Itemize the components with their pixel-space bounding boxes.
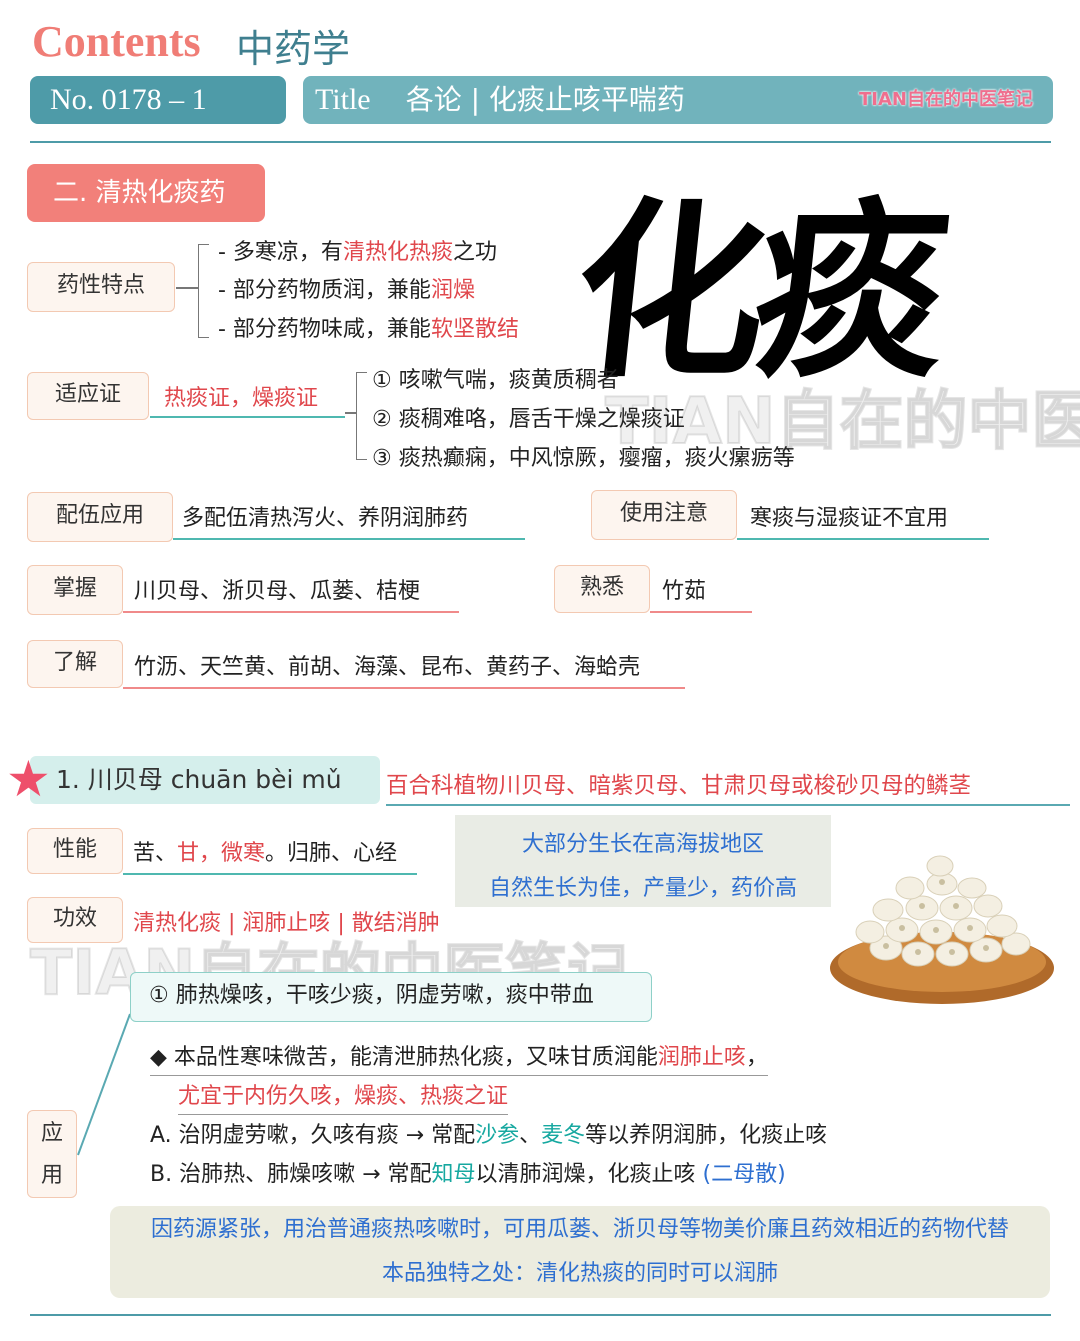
familiar-label: 熟悉 <box>554 565 650 613</box>
apply-bullet-line-2: 尤宜于内伤久咳，燥痰、热痰之证 <box>178 1078 509 1115</box>
nature-label: 性能 <box>27 828 123 874</box>
header-divider <box>30 141 1051 143</box>
effect-label: 功效 <box>27 897 123 943</box>
indication-item-1: ① 咳嗽气喘，痰黄质稠者 <box>372 368 619 393</box>
bracket <box>198 244 209 338</box>
title-text: 各论 | 化痰止咳平喘药 <box>405 83 685 116</box>
property-line-3: - 部分药物味咸，兼能软坚散结 <box>218 317 519 342</box>
understand-label: 了解 <box>27 640 123 688</box>
brand-logo: TIAN自在的中医笔记 <box>859 89 1033 110</box>
apply-bullet-line-1: ◆ 本品性寒味微苦，能清泄肺热化痰，又味甘质润能润肺止咳， <box>150 1039 768 1076</box>
property-line-1: - 多寒凉，有清热化热痰之功 <box>218 240 497 265</box>
properties-label: 药性特点 <box>27 262 175 312</box>
title-bar: Title 各论 | 化痰止咳平喘药 TIAN自在的中医笔记 <box>303 76 1053 124</box>
nature-value: 苦、甘，微寒。归肺、心经 <box>123 835 417 875</box>
caution-label: 使用注意 <box>591 490 737 540</box>
note-box: 因药源紧张，用治普通痰热咳嗽时，可用瓜蒌、浙贝母等物美价廉且药效相近的药物代替 … <box>110 1206 1050 1298</box>
habitat-note: 大部分生长在高海拔地区 自然生长为佳，产量少，药价高 <box>455 815 831 907</box>
footer-divider <box>30 1314 1051 1316</box>
apply-line-b: B. 治肺热、肺燥咳嗽 → 常配知母以清肺润燥，化痰止咳 (二母散) <box>150 1162 786 1187</box>
section-heading: 二. 清热化痰药 <box>27 164 265 222</box>
effect-value: 清热化痰 | 润肺止咳 | 散结消肿 <box>133 911 440 936</box>
title-word: Title <box>315 83 371 116</box>
apply-heading: ① 肺热燥咳，干咳少痰，阴虚劳嗽，痰中带血 <box>130 972 652 1022</box>
subject-title: 中药学 <box>236 27 351 71</box>
familiar-value: 竹茹 <box>650 573 752 613</box>
indications-label: 适应证 <box>27 372 149 420</box>
indication-item-3: ③ 痰热癫痫，中风惊厥，瘿瘤，痰火瘰疬等 <box>372 446 795 471</box>
habitat-line-2: 自然生长为佳，产量少，药价高 <box>488 876 797 901</box>
contents-label: Contents <box>32 17 201 66</box>
apply-connector <box>77 1013 131 1156</box>
bulb-plate-illustration <box>830 855 1054 1004</box>
watermark: TIAN自在的中医笔记 <box>604 384 1080 460</box>
bracket <box>356 372 367 460</box>
master-value: 川贝母、浙贝母、瓜蒌、桔梗 <box>123 573 459 613</box>
connector <box>176 287 198 289</box>
herb-source: 百合科植物川贝母、暗紫贝母、甘肃贝母或梭砂贝母的鳞茎 <box>386 768 1070 806</box>
connector <box>345 412 357 414</box>
indications-value: 热痰证，燥痰证 <box>150 380 345 418</box>
note-line-2: 本品独特之处：清化热痰的同时可以润肺 <box>381 1261 778 1286</box>
master-label: 掌握 <box>27 565 123 615</box>
note-number: No. 0178 – 1 <box>30 76 286 124</box>
habitat-line-1: 大部分生长在高海拔地区 <box>521 832 764 857</box>
compat-label: 配伍应用 <box>27 492 173 542</box>
herb-title: 1. 川贝母 chuān bèi mǔ <box>30 756 380 804</box>
understand-value: 竹沥、天竺黄、前胡、海藻、昆布、黄药子、海蛤壳 <box>123 649 685 689</box>
apply-label-1: 应 <box>40 1121 63 1146</box>
note-line-1: 因药源紧张，用治普通痰热咳嗽时，可用瓜蒌、浙贝母等物美价廉且药效相近的药物代替 <box>150 1217 1009 1242</box>
indication-item-2: ② 痰稠难咯，唇舌干燥之燥痰证 <box>372 407 685 432</box>
apply-label: 应 用 <box>27 1110 77 1198</box>
compat-value: 多配伍清热泻火、养阴润肺药 <box>173 500 525 540</box>
property-line-2: - 部分药物质润，兼能润燥 <box>218 278 475 303</box>
apply-label-2: 用 <box>40 1163 63 1188</box>
caution-value: 寒痰与湿痰证不宜用 <box>737 500 989 540</box>
apply-line-a: A. 治阴虚劳嗽，久咳有痰 → 常配沙参、麦冬等以养阴润肺，化痰止咳 <box>150 1123 828 1148</box>
star-icon: ★ <box>6 750 51 808</box>
